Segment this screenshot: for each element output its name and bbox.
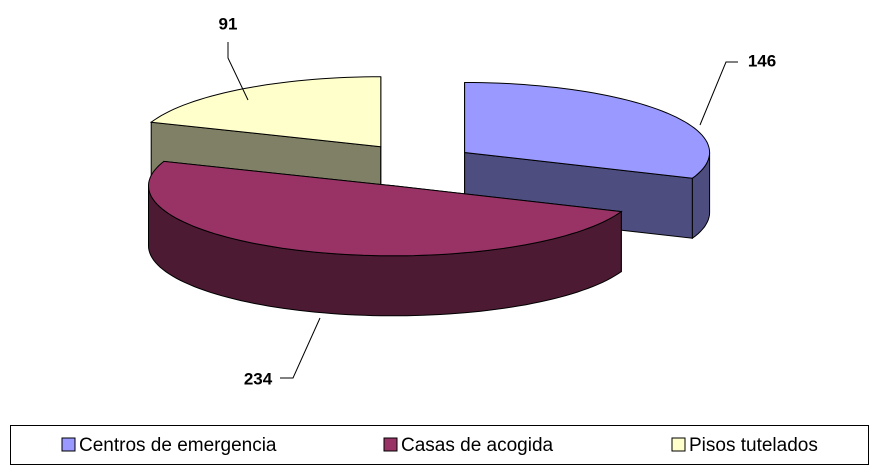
pie [147,76,711,317]
legend-swatch [383,437,398,452]
data-label: 91 [219,14,238,33]
legend-swatch [61,437,76,452]
legend-swatch [671,437,686,452]
slice [464,82,711,179]
leader-line [227,42,249,101]
data-label: 146 [748,51,776,70]
slice [147,160,623,257]
slice [149,76,382,148]
leader-line [699,61,738,126]
legend-label: Pisos tutelados [689,435,818,456]
data-label: 234 [244,369,273,388]
legend-label: Centros de emergencia [79,435,277,456]
legend-items: Centros de emergencia Casas de acogida Pis… [61,435,818,456]
legend-label: Casas de acogida [401,435,554,456]
leader-line [280,317,321,379]
